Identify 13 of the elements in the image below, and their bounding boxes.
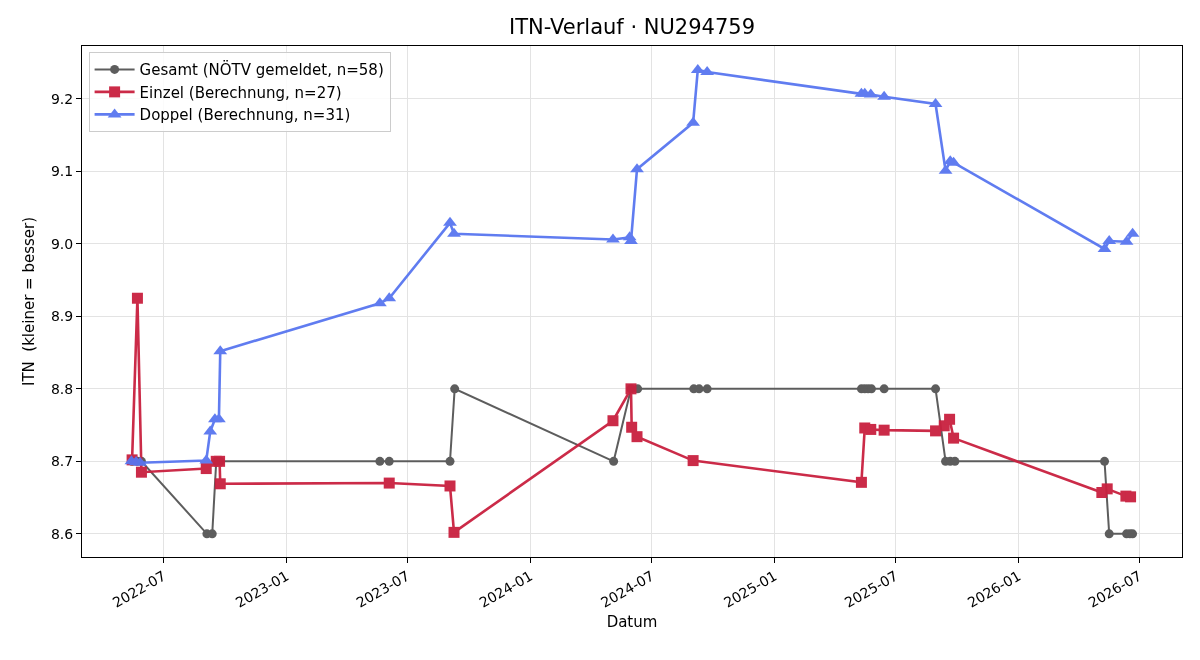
y-tick-label: 8.7 — [50, 453, 74, 470]
y-tick-label: 8.8 — [50, 380, 74, 397]
legend-label: Gesamt (NÖTV gemeldet, n=58) — [139, 60, 384, 80]
y-axis-title: ITN (kleiner = besser) — [20, 216, 39, 387]
x-axis-title: Datum — [606, 612, 658, 631]
y-tick-label: 8.6 — [50, 525, 74, 542]
legend-label: Einzel (Berechnung, n=27) — [139, 83, 342, 102]
y-tick-label: 9.0 — [50, 235, 74, 252]
y-tick-label: 9.2 — [50, 90, 74, 107]
y-tick-label: 8.9 — [50, 308, 74, 325]
y-tick-label: 9.1 — [50, 163, 74, 180]
chart-title: ITN-Verlauf · NU294759 — [508, 15, 756, 40]
legend-label: Doppel (Berechnung, n=31) — [139, 106, 351, 125]
